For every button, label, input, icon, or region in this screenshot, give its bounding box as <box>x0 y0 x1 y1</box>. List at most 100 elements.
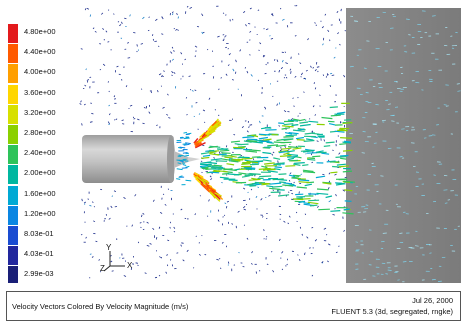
vector-arrow <box>154 276 158 279</box>
vector-arrow <box>209 153 220 156</box>
vector-arrow <box>288 146 299 149</box>
vector-arrow <box>147 29 150 32</box>
vector-arrow <box>303 202 310 205</box>
vector-arrow <box>281 251 284 254</box>
vector-arrow <box>365 204 369 206</box>
vector-arrow <box>291 124 298 127</box>
vector-arrow <box>129 104 133 107</box>
vector-arrow <box>265 63 267 66</box>
vector-arrow <box>303 91 305 93</box>
vector-arrow <box>178 154 184 157</box>
velocity-vector-field <box>79 4 461 283</box>
vector-arrow <box>87 198 89 200</box>
vector-arrow <box>316 140 319 142</box>
vector-arrow <box>330 171 338 174</box>
vector-arrow <box>231 79 234 81</box>
vector-arrow <box>208 145 218 149</box>
legend-label: 3.60e+00 <box>24 87 56 97</box>
vector-arrow <box>288 179 291 182</box>
vector-arrow <box>206 127 217 136</box>
vector-arrow <box>168 117 171 119</box>
vector-arrow <box>243 140 252 143</box>
vector-arrow <box>195 175 207 184</box>
vector-arrow <box>244 159 254 163</box>
vector-arrow <box>89 14 92 17</box>
caption-solver: FLUENT 5.3 (3d, segregated, rngke) <box>331 307 453 316</box>
graphics-viewport[interactable]: 4.80e+00 4.40e+00 4.00e+00 3.60e+00 3.20e+00… <box>0 0 467 283</box>
vector-arrow <box>194 141 201 148</box>
vector-arrow <box>284 51 287 54</box>
vector-arrow <box>179 175 183 178</box>
vector-arrow <box>198 136 206 143</box>
vector-arrow <box>98 259 101 261</box>
vector-arrow <box>249 149 261 152</box>
vector-arrow <box>182 143 187 145</box>
vector-arrow <box>415 245 419 247</box>
vector-arrow <box>272 189 274 192</box>
vector-arrow <box>266 185 274 188</box>
vector-arrow <box>102 28 105 31</box>
vector-arrow <box>258 133 270 136</box>
vector-arrow <box>123 275 127 277</box>
vector-arrow <box>93 220 96 223</box>
color-legend: 4.80e+00 4.40e+00 4.00e+00 3.60e+00 3.20e+00… <box>8 24 78 283</box>
legend-swatch <box>8 165 18 185</box>
vector-arrow <box>264 107 267 110</box>
vector-arrow <box>323 139 325 142</box>
vector-arrow <box>274 162 285 165</box>
vector-arrow <box>276 178 288 181</box>
jet-vectors <box>176 102 355 215</box>
vector-arrow <box>152 34 154 37</box>
vector-arrow <box>316 188 329 191</box>
vector-arrow <box>241 163 251 165</box>
vector-arrow <box>177 147 182 149</box>
vector-arrow <box>223 168 233 171</box>
vector-arrow <box>324 13 327 16</box>
vector-arrow <box>249 7 252 10</box>
vector-arrow <box>210 178 213 181</box>
vector-arrow <box>259 175 272 178</box>
vector-arrow <box>207 161 218 165</box>
legend-label: 2.99e-03 <box>24 269 54 279</box>
vector-arrow <box>340 154 349 157</box>
vector-arrow <box>433 174 436 176</box>
vector-arrow <box>285 62 288 64</box>
vector-arrow <box>282 18 285 21</box>
vector-arrow <box>314 68 317 72</box>
vector-arrow <box>271 153 274 156</box>
vector-arrow <box>131 224 133 227</box>
vector-arrow <box>100 188 103 191</box>
vector-arrow <box>158 73 162 76</box>
vector-arrow <box>336 163 346 166</box>
vector-arrow <box>281 125 294 128</box>
vector-arrow <box>111 195 114 197</box>
vector-arrow <box>162 193 165 195</box>
vector-arrow <box>278 125 280 127</box>
vector-arrow <box>166 113 169 116</box>
vector-arrow <box>172 13 174 16</box>
vector-arrow <box>297 254 299 256</box>
vector-arrow <box>294 35 297 37</box>
vector-arrow <box>278 151 287 154</box>
vector-arrow <box>123 197 126 199</box>
vector-arrow <box>217 35 220 38</box>
vector-arrow <box>227 261 230 264</box>
vector-arrow <box>295 136 304 140</box>
vector-arrow <box>183 143 190 146</box>
vector-arrow <box>338 245 340 247</box>
vector-arrow <box>201 13 204 17</box>
vector-arrow <box>199 164 209 168</box>
vector-arrow <box>85 236 87 239</box>
vector-arrow <box>94 30 97 33</box>
vector-arrow <box>297 96 299 99</box>
vector-arrow <box>89 121 93 123</box>
vector-arrow <box>336 182 345 185</box>
vector-arrow <box>86 79 90 81</box>
vector-arrow <box>84 84 87 87</box>
vector-arrow <box>225 145 228 148</box>
axis-y-label: Y <box>106 243 112 252</box>
vector-arrow <box>269 35 271 37</box>
vector-arrow <box>321 116 333 120</box>
vector-arrow <box>231 223 234 225</box>
vector-arrow <box>282 184 294 187</box>
